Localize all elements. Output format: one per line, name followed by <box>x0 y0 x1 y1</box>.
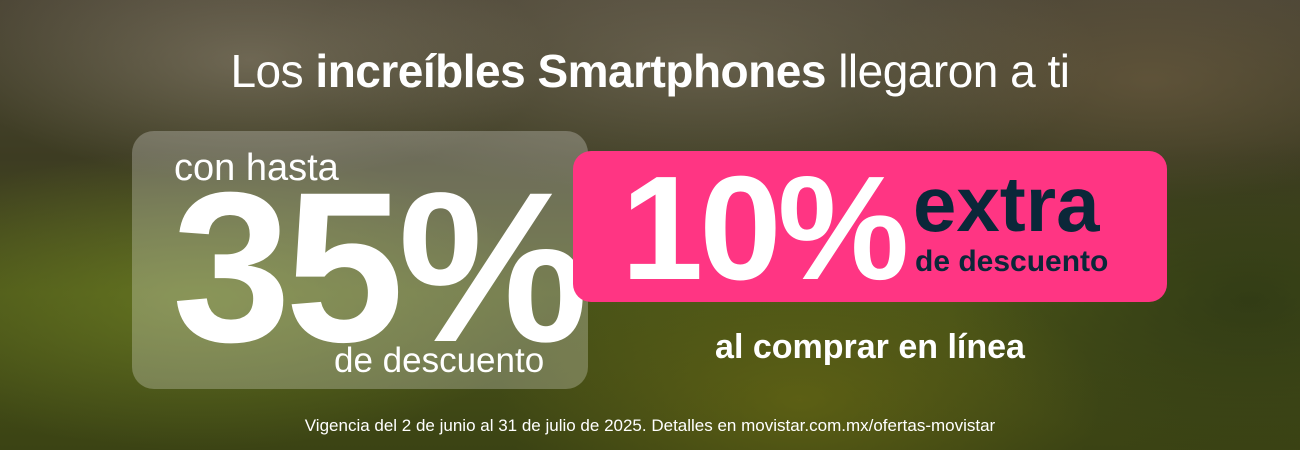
discount-suffix: de descuento <box>334 341 545 380</box>
extra-label: extra <box>913 160 1100 248</box>
extra-discount-panel: 10% extra de descuento <box>573 146 1167 311</box>
headline-post: llegaron a ti <box>825 45 1070 97</box>
headline-pre: Los <box>230 45 316 97</box>
online-condition: al comprar en línea <box>715 328 1025 366</box>
headline-bold: increíbles Smartphones <box>315 45 826 97</box>
discount-10-percent: 10% <box>621 146 909 311</box>
discount-35-percent: 35% <box>172 148 588 387</box>
headline: Los increíbles Smartphones llegaron a ti <box>0 44 1300 98</box>
discount-35-panel: con hasta 35% de descuento <box>132 131 588 389</box>
extra-suffix: de descuento <box>915 245 1109 278</box>
intro-text: con hasta <box>174 147 339 189</box>
terms-footer: Vigencia del 2 de junio al 31 de julio d… <box>304 416 996 435</box>
